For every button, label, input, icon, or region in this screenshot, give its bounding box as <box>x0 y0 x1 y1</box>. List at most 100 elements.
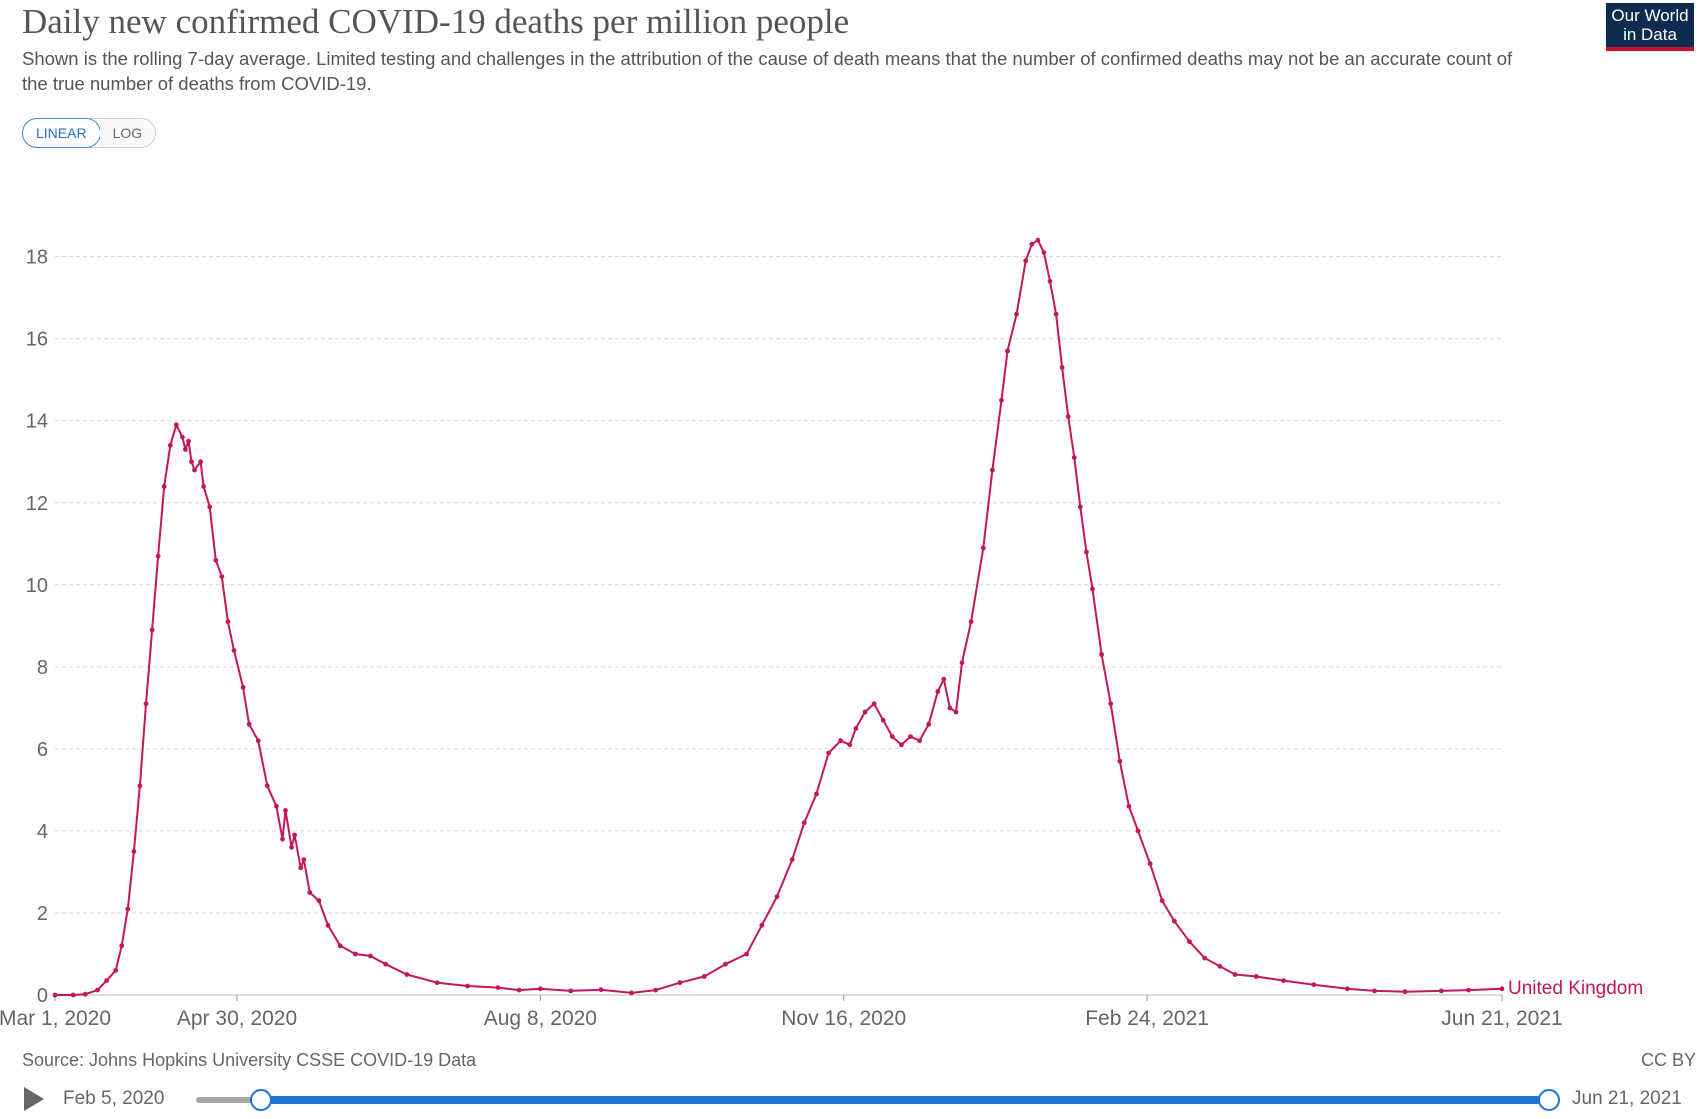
data-point-110 <box>1217 963 1223 969</box>
data-point-11 <box>149 627 155 633</box>
data-point-29 <box>246 721 252 727</box>
data-point-50 <box>516 987 522 993</box>
data-point-61 <box>774 894 780 899</box>
data-point-9 <box>137 783 143 789</box>
data-point-75 <box>917 738 922 744</box>
data-point-63 <box>801 820 807 826</box>
y-tick-label-4: 4 <box>37 821 48 843</box>
x-tick-label-0: Mar 1, 2020 <box>0 1007 111 1030</box>
scale-toggle: LINEAR LOG <box>22 118 157 148</box>
data-point-12 <box>155 553 161 559</box>
data-point-66 <box>838 738 844 744</box>
data-point-1 <box>70 992 76 998</box>
data-point-18 <box>186 438 191 444</box>
timeline-selected-range[interactable] <box>261 1096 1549 1104</box>
linear-scale-button[interactable]: LINEAR <box>22 118 101 148</box>
data-point-16 <box>180 434 185 440</box>
source-note[interactable]: Source: Johns Hopkins University CSSE CO… <box>22 1050 477 1070</box>
data-point-82 <box>968 619 974 625</box>
data-point-41 <box>325 922 331 928</box>
timeline-start-label: Feb 5, 2020 <box>63 1088 165 1109</box>
data-point-100 <box>1099 652 1104 657</box>
data-point-79 <box>947 705 953 711</box>
data-point-45 <box>383 961 389 967</box>
data-point-119 <box>1466 987 1471 993</box>
data-point-107 <box>1172 918 1177 924</box>
data-point-39 <box>307 890 313 895</box>
data-point-104 <box>1135 828 1141 834</box>
data-point-34 <box>283 808 288 813</box>
series-label-0: United Kingdom <box>1508 978 1643 999</box>
data-point-105 <box>1147 861 1153 867</box>
data-point-59 <box>744 951 749 957</box>
data-point-112 <box>1253 974 1259 979</box>
data-point-52 <box>568 988 574 994</box>
data-point-20 <box>192 467 197 473</box>
data-point-80 <box>953 709 959 715</box>
data-point-14 <box>167 442 173 448</box>
data-point-47 <box>434 980 440 986</box>
data-point-118 <box>1438 988 1444 994</box>
data-point-101 <box>1108 701 1114 707</box>
data-point-97 <box>1077 504 1083 510</box>
data-point-65 <box>826 750 831 756</box>
x-tick-label-3: Nov 16, 2020 <box>781 1007 906 1030</box>
series-line-0 <box>55 239 1503 996</box>
data-point-76 <box>926 721 932 727</box>
y-tick-label-10: 10 <box>26 575 48 597</box>
y-tick-label-18: 18 <box>26 247 48 269</box>
data-point-37 <box>298 865 304 871</box>
data-point-94 <box>1059 365 1065 370</box>
data-point-87 <box>1014 311 1019 317</box>
data-point-81 <box>959 660 965 666</box>
data-point-89 <box>1029 241 1035 247</box>
data-point-55 <box>653 987 658 993</box>
data-point-0 <box>52 992 58 998</box>
log-scale-button[interactable]: LOG <box>99 119 156 147</box>
data-point-103 <box>1126 803 1132 809</box>
data-point-71 <box>880 717 886 723</box>
data-point-26 <box>225 619 231 625</box>
y-axis: 0 2 4 6 8 10 12 14 16 18 <box>26 247 48 1007</box>
data-point-117 <box>1402 989 1408 995</box>
data-point-108 <box>1187 939 1192 945</box>
data-point-74 <box>908 734 913 739</box>
data-point-111 <box>1232 972 1238 977</box>
data-point-88 <box>1023 258 1029 264</box>
data-point-43 <box>352 951 358 957</box>
data-point-8 <box>131 849 137 854</box>
data-point-23 <box>207 504 213 510</box>
y-tick-label-2: 2 <box>37 903 48 925</box>
data-point-19 <box>189 459 194 465</box>
data-point-35 <box>289 844 294 850</box>
y-tick-label-14: 14 <box>26 411 48 433</box>
data-point-73 <box>899 742 904 748</box>
timeline-track-background[interactable] <box>196 1097 261 1103</box>
data-point-70 <box>871 701 877 707</box>
data-point-69 <box>862 709 868 715</box>
owid-logo[interactable]: Our World in Data <box>1606 3 1694 51</box>
data-point-72 <box>889 734 895 739</box>
x-tick-label-1: Apr 30, 2020 <box>177 1007 297 1030</box>
line-chart: 0 2 4 6 8 10 12 14 16 18 Mar 1, 2020 Apr 30, 2020 A… <box>0 237 1643 1030</box>
license-note[interactable]: CC BY <box>1640 1050 1696 1070</box>
data-point-92 <box>1047 278 1053 284</box>
data-point-7 <box>125 906 131 912</box>
timeline-start-handle[interactable] <box>250 1089 272 1111</box>
data-point-21 <box>198 459 204 465</box>
y-tick-label-6: 6 <box>37 739 48 761</box>
x-tick-label-5: Jun 21, 2021 <box>1441 1007 1562 1030</box>
data-point-49 <box>495 985 501 990</box>
data-point-106 <box>1159 898 1165 904</box>
grid-lines <box>55 256 1502 996</box>
data-point-57 <box>701 974 707 979</box>
data-point-83 <box>980 545 986 551</box>
data-point-6 <box>119 943 125 949</box>
data-point-36 <box>292 832 297 838</box>
data-point-31 <box>264 783 270 789</box>
chart-subtitle: Shown is the rolling 7-day average. Limi… <box>22 48 1513 94</box>
timeline-end-handle[interactable] <box>1538 1089 1560 1111</box>
data-point-15 <box>173 422 179 428</box>
data-point-25 <box>219 574 225 579</box>
play-icon[interactable] <box>24 1087 44 1111</box>
